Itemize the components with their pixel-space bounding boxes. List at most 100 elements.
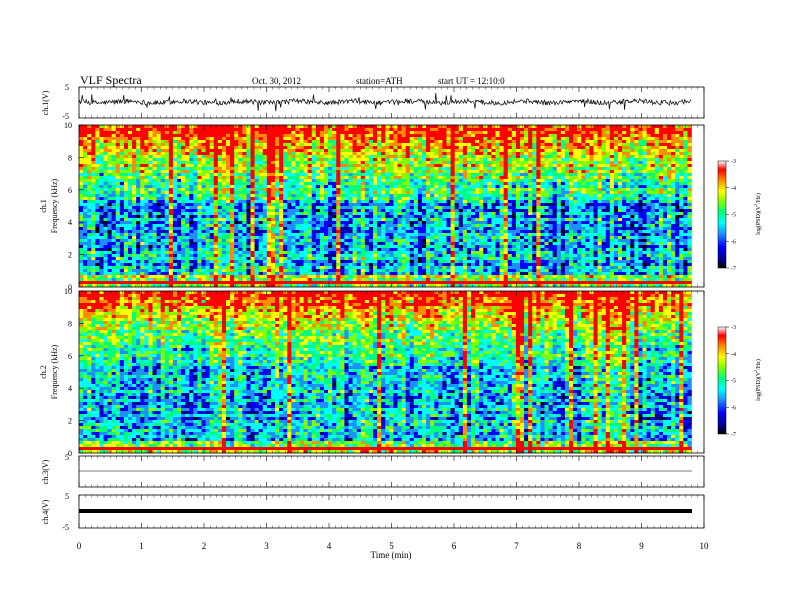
spec-cell [597,155,602,159]
spec-cell [560,149,566,153]
spec-cell [87,212,92,216]
spec-cell [197,128,202,132]
spec-cell [368,164,374,168]
spec-cell [573,194,578,198]
spec-cell [152,158,157,162]
spec-cell [544,140,549,144]
spec-cell [528,176,533,180]
spec-cell [160,176,166,180]
spec-cell [466,161,472,165]
spec-cell [577,146,582,150]
spec-cell [123,152,129,156]
spec-cell [189,173,194,177]
spec-cell [458,188,464,192]
spec-cell [409,170,415,174]
spec-cell [209,131,215,135]
spec-cell [197,173,202,177]
spec-cell [185,158,190,162]
spec-cell [279,221,284,225]
spec-cell [573,146,578,150]
spec-cell [275,212,280,216]
spec-cell [573,212,578,216]
spec-cell [119,149,125,153]
spec-cell [585,197,590,201]
spec-cell [560,191,566,195]
spec-cell [458,176,464,180]
spec-cell [115,143,121,147]
spec-cell [160,203,166,207]
spec-cell [340,191,345,195]
spec-cell [438,161,443,165]
spec-cell [246,155,251,159]
spec-cell [491,164,496,168]
spec-cell [160,131,166,135]
spec-cell [483,149,488,153]
spec-cell [532,212,537,216]
spec-cell [172,185,178,189]
spec-cell [111,191,117,195]
spec-cell [217,158,223,162]
spec-cell [491,173,496,177]
spec-cell [324,131,329,135]
spec-cell [528,155,533,159]
spec-cell [193,212,198,216]
spec-cell [524,164,529,168]
spec-cell [262,146,268,150]
spec-cell [667,155,672,159]
spec-cell [397,164,402,168]
spec-cell [605,152,611,156]
spec-cell [140,173,145,177]
spec-cell [356,188,362,192]
spec-cell [487,185,492,189]
spec-cell [201,131,206,135]
spec-cell [311,167,317,171]
spec-cell [177,170,182,174]
spec-cell [262,134,268,138]
spec-cell [475,203,480,207]
spec-cell [283,209,288,213]
spec-cell [626,152,631,156]
spec-cell [667,197,672,201]
spec-cell [630,218,635,222]
spec-cell [352,206,357,210]
spec-cell [291,197,296,201]
spec-cell [91,200,96,204]
spec-cell [475,131,480,135]
spec-cell [132,131,137,135]
spec-cell [507,182,513,186]
spec-cell [675,152,680,156]
spec-cell [205,164,210,168]
spec-cell [593,206,598,210]
spec-cell [634,212,639,216]
spec-cell [544,194,549,198]
spec-cell [524,149,529,153]
spec-cell [442,191,447,195]
spec-cell [328,194,333,198]
spec-cell [168,137,174,141]
spec-cell [83,161,88,165]
spec-cell [585,137,590,141]
spec-cell [373,143,378,147]
spec-cell [654,161,660,165]
spec-cell [430,176,435,180]
spec-cell [303,209,308,213]
spec-cell [336,155,341,159]
spec-cell [295,221,300,225]
spec-cell [450,140,455,144]
spec-cell [217,155,223,159]
spec-cell [491,128,496,132]
spec-cell [79,161,84,165]
spec-cell [172,170,178,174]
spec-cell [99,149,104,153]
spec-cell [275,209,280,213]
spec-cell [291,137,296,141]
spec-cell [413,191,419,195]
spec-cell [515,152,521,156]
spec-cell [671,215,676,219]
spec-cell [360,215,366,219]
spec-cell [630,131,635,135]
spec-cell [667,173,672,177]
spec-cell [540,128,545,132]
spec-cell [336,197,341,201]
spec-cell [622,143,627,147]
